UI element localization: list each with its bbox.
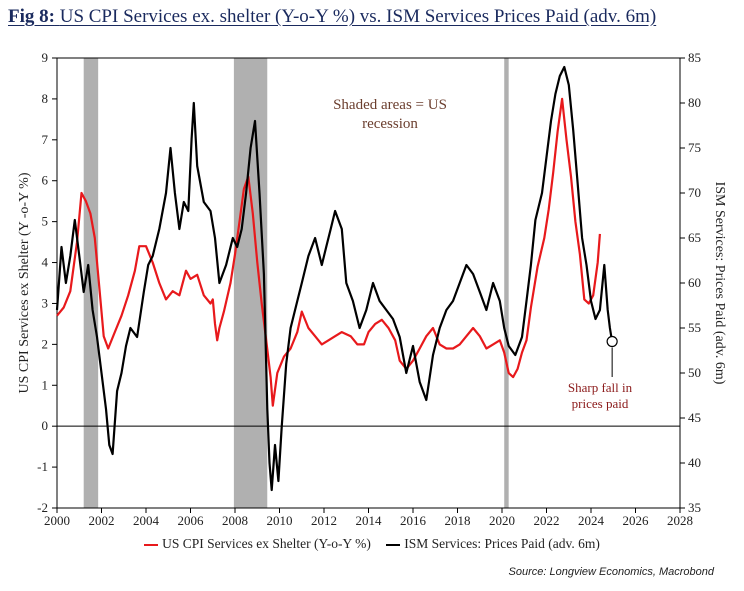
callout-line1: Sharp fall in [567,380,633,395]
callout-marker [606,335,618,348]
legend-label-ism: ISM Services: Prices Paid (adv. 6m) [404,536,600,551]
y-left-tick-label-8: 6 [42,173,49,188]
x-tick-label-9: 2018 [445,513,471,528]
y-left-tick-label-2: 0 [42,418,49,433]
recession-band-2 [504,58,509,508]
y-left-tick-label-5: 3 [42,295,49,310]
x-tick-label-4: 2008 [222,513,248,528]
y-left-tick-label-6: 4 [42,255,49,270]
x-tick-label-13: 2026 [623,513,650,528]
chart-title: Fig 8: US CPI Services ex. shelter (Y-o-… [8,6,656,28]
x-tick-label-3: 2006 [178,513,205,528]
cpi-series-line [56,97,601,407]
recession-band-1 [233,58,268,508]
legend-swatch-cpi [144,543,159,546]
y-right-tick-label-7: 70 [688,185,701,200]
callout-note: Sharp fall in prices paid [550,380,650,412]
legend-swatch-ism [386,543,401,546]
x-tick-label-12: 2024 [578,513,605,528]
y-left-tick-label-7: 5 [42,214,49,229]
x-tick-label-8: 2016 [400,513,427,528]
legend-item-ism: ISM Services: Prices Paid (adv. 6m) [386,536,600,552]
y-left-tick-label-9: 7 [42,132,49,147]
y-left-tick-label-4: 2 [42,336,49,351]
legend-label-cpi: US CPI Services ex Shelter (Y-o-Y %) [162,536,371,551]
y-right-axis-label: ISM Services: Prices Paid (adv. 6m) [712,182,727,385]
y-left-tick-label-1: -1 [37,459,48,474]
x-tick-label-2: 2004 [133,513,160,528]
legend: US CPI Services ex Shelter (Y-o-Y %) ISM… [0,536,744,552]
source-note: Source: Longview Economics, Macrobond [508,566,714,578]
y-right-tick-label-3: 50 [688,365,701,380]
y-left-tick-label-10: 8 [42,91,49,106]
y-left-tick-label-11: 9 [42,50,49,65]
figure-label: Fig 8: [8,6,55,27]
chart-title-text: US CPI Services ex. shelter (Y-o-Y %) vs… [59,6,657,27]
recession-note: Shaded areas = US recession [300,96,480,134]
recession-note-line2: recession [362,116,418,132]
x-tick-label-1: 2002 [89,513,115,528]
x-tick-label-0: 2000 [44,513,70,528]
y-right-tick-label-8: 75 [688,140,701,155]
y-right-tick-label-6: 65 [688,230,701,245]
y-left-tick-label-0: -2 [37,500,48,515]
y-right-tick-label-4: 55 [688,320,701,335]
x-tick-label-6: 2012 [311,513,337,528]
x-tick-label-14: 2028 [667,513,693,528]
x-tick-label-7: 2014 [356,513,383,528]
y-right-tick-label-1: 40 [688,455,701,470]
ism-series-line [55,65,614,492]
y-left-tick-label-3: 1 [42,377,49,392]
x-tick-label-5: 2010 [267,513,293,528]
legend-item-cpi: US CPI Services ex Shelter (Y-o-Y %) [144,536,371,552]
x-tick-label-10: 2020 [489,513,515,528]
y-right-tick-label-0: 35 [688,500,701,515]
y-right-tick-label-10: 85 [688,50,701,65]
y-left-axis-label: US CPI Services ex Shelter (Y -o-Y %) [17,172,32,393]
x-tick-label-11: 2022 [534,513,560,528]
y-right-tick-label-2: 45 [688,410,701,425]
recession-note-line1: Shaded areas = US [333,97,447,113]
y-right-tick-label-9: 80 [688,95,701,110]
callout-line2: prices paid [571,396,629,411]
y-right-tick-label-5: 60 [688,275,701,290]
